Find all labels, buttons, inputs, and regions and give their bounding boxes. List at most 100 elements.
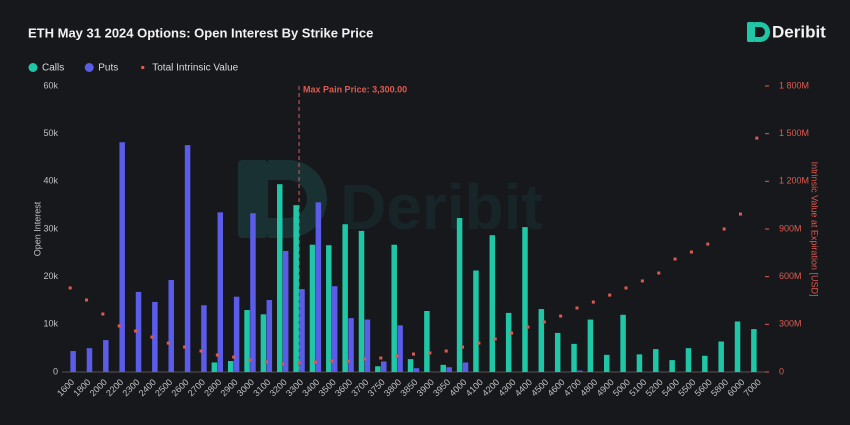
bar (358, 230, 365, 372)
intrinsic-point (264, 360, 268, 364)
intrinsic-point (166, 341, 170, 345)
bar (391, 244, 397, 372)
bar (293, 205, 299, 372)
intrinsic-point (395, 354, 399, 358)
intrinsic-point (575, 306, 579, 310)
legend: Calls Puts Total Intrinsic Value (28, 63, 239, 74)
logo: Deribit (747, 22, 826, 42)
bar (315, 202, 322, 372)
intrinsic-point (232, 355, 236, 359)
bar (653, 349, 659, 372)
bar (217, 212, 224, 372)
logo-mark (747, 22, 755, 42)
legend-label: Calls (42, 63, 64, 74)
intrinsic-point (117, 324, 121, 328)
y2-axis-label: Intrinsic Value at Expiration [USD] (810, 162, 820, 297)
bar (751, 329, 757, 372)
y2-tick-label: 1 800M (779, 80, 809, 90)
intrinsic-point (101, 312, 105, 316)
bar (554, 332, 561, 372)
legend-label: Puts (98, 63, 118, 74)
intrinsic-point (346, 359, 350, 363)
watermark: Deribit (238, 160, 543, 243)
bar (718, 341, 724, 372)
intrinsic-point (134, 329, 138, 333)
bar (587, 319, 594, 372)
bar (342, 224, 348, 372)
bar (277, 184, 283, 372)
intrinsic-point (493, 337, 497, 341)
bar (620, 314, 626, 372)
intrinsic-point (689, 250, 693, 254)
intrinsic-point (559, 314, 563, 318)
y-tick-label: 0 (53, 366, 58, 376)
bar (331, 286, 338, 372)
y-tick-label: 10k (43, 319, 58, 329)
bar (440, 364, 446, 372)
intrinsic-point (624, 286, 628, 290)
intrinsic-point (444, 349, 448, 353)
chart-title: ETH May 31 2024 Options: Open Interest B… (28, 25, 373, 40)
bar (446, 367, 452, 372)
intrinsic-point (591, 300, 595, 304)
y2-tick-label: 300M (779, 319, 802, 329)
bar (375, 366, 381, 372)
intrinsic-point (608, 293, 612, 297)
intrinsic-point (85, 298, 89, 302)
bar (407, 359, 414, 372)
bar (70, 351, 76, 372)
bar (577, 370, 583, 372)
intrinsic-point (706, 242, 710, 246)
intrinsic-point (673, 257, 677, 261)
y-tick-label: 30k (43, 223, 58, 233)
bar (702, 355, 708, 372)
y-tick-label: 20k (43, 271, 58, 281)
annotation-text: Max Pain Price: 3,300.00 (303, 84, 407, 94)
bar (571, 343, 577, 372)
intrinsic-point (379, 356, 383, 360)
y2-tick-label: 900M (779, 223, 802, 233)
legend-swatch (28, 63, 38, 72)
intrinsic-point (640, 279, 644, 283)
logo-mark (755, 22, 770, 42)
bar (244, 310, 250, 372)
bar (456, 218, 463, 372)
bar (669, 360, 675, 372)
y2-tick-label: 1 200M (779, 176, 809, 186)
bar (233, 296, 240, 372)
y-axis-label: Open Interest (32, 201, 42, 256)
bar (348, 318, 354, 372)
intrinsic-point (150, 335, 154, 339)
bar (86, 348, 93, 372)
legend-swatch (141, 66, 145, 69)
intrinsic-point (738, 212, 742, 216)
watermark-logo (238, 160, 268, 238)
y-tick-label: 50k (43, 128, 58, 138)
intrinsic-point (755, 136, 759, 140)
bar (462, 362, 469, 372)
bar (282, 250, 289, 372)
watermark-text: Deribit (340, 171, 543, 243)
bar (685, 348, 692, 372)
bar (103, 340, 109, 372)
bar (734, 321, 741, 372)
intrinsic-point (248, 358, 252, 362)
intrinsic-point (542, 320, 546, 324)
bar (299, 289, 305, 372)
y2-tick-label: 1 500M (779, 128, 809, 138)
watermark-logo (268, 160, 327, 238)
bar (250, 213, 256, 372)
intrinsic-point (362, 357, 366, 361)
intrinsic-point (722, 227, 726, 231)
intrinsic-point (428, 351, 432, 355)
bar (152, 301, 158, 372)
intrinsic-point (281, 362, 285, 366)
bar (413, 368, 420, 372)
bar (364, 319, 371, 372)
bar (424, 310, 430, 372)
intrinsic-point (297, 361, 301, 365)
intrinsic-point (215, 353, 219, 357)
intrinsic-point (461, 345, 465, 349)
bar (473, 270, 479, 372)
y2-tick-label: 0 (779, 366, 784, 376)
